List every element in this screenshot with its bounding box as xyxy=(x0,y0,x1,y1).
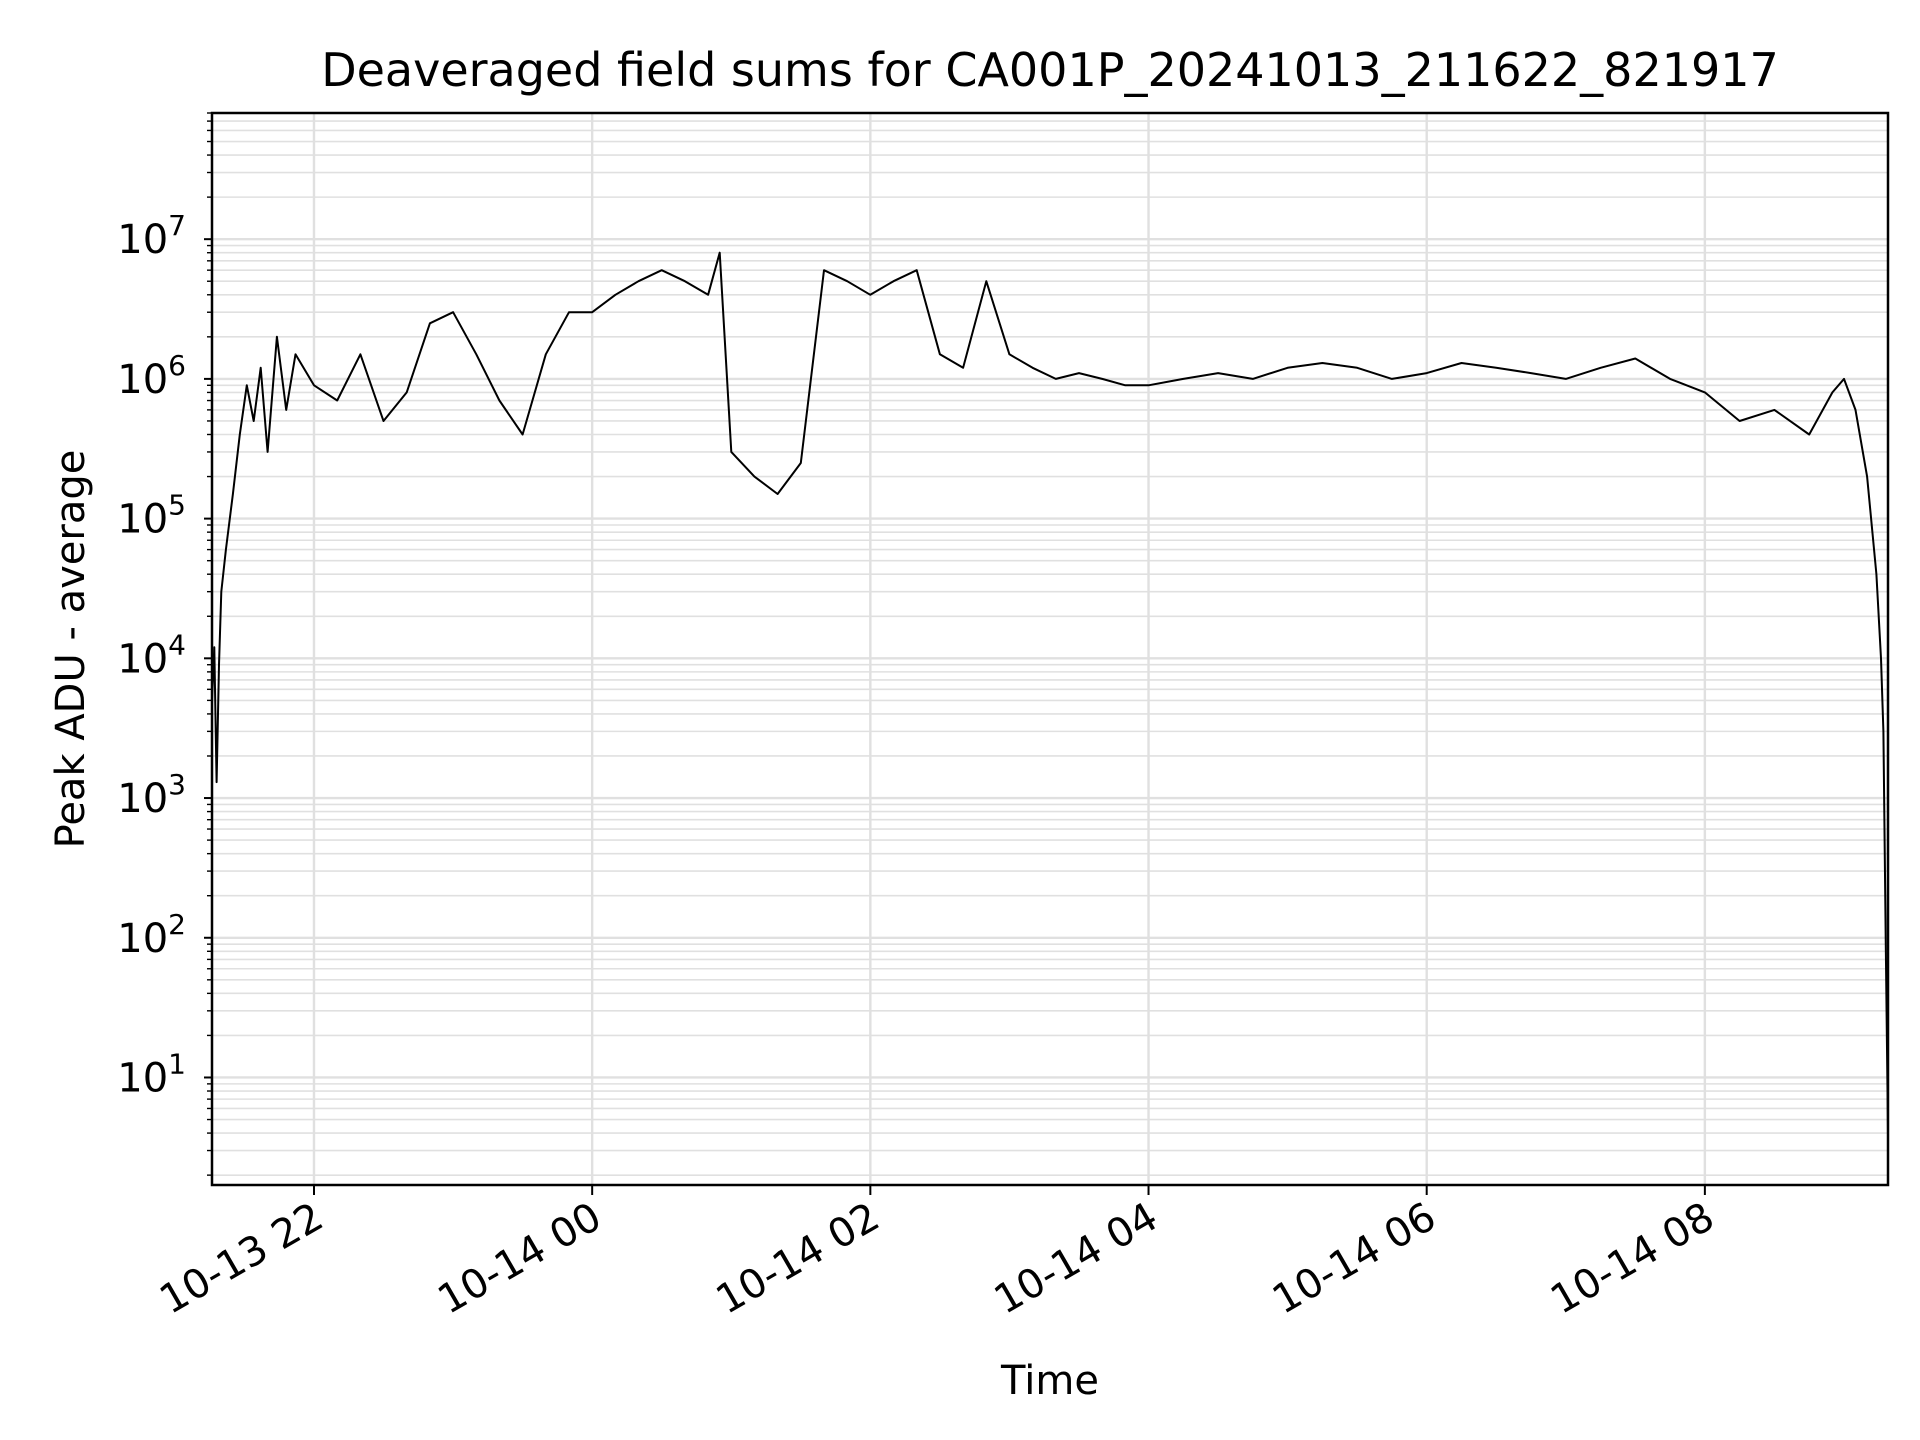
y-tick-label: 105 xyxy=(117,489,186,543)
y-tick-label: 103 xyxy=(117,768,186,822)
plot-frame xyxy=(210,111,1890,1187)
y-tick-label: 102 xyxy=(117,908,186,962)
grid xyxy=(212,112,1888,1185)
data-line-layer xyxy=(211,251,1889,1134)
y-tick-label: 104 xyxy=(117,628,186,682)
x-axis-label: Time xyxy=(1000,1358,1099,1404)
series-line-0 xyxy=(211,251,1889,1134)
chart-title: Deaveraged field sums for CA001P_2024101… xyxy=(321,43,1779,97)
y-axis-label: Peak ADU - average xyxy=(48,450,94,849)
y-tick-label: 107 xyxy=(117,209,186,263)
y-tick-label: 101 xyxy=(117,1047,186,1101)
y-tick-label: 106 xyxy=(117,349,186,403)
